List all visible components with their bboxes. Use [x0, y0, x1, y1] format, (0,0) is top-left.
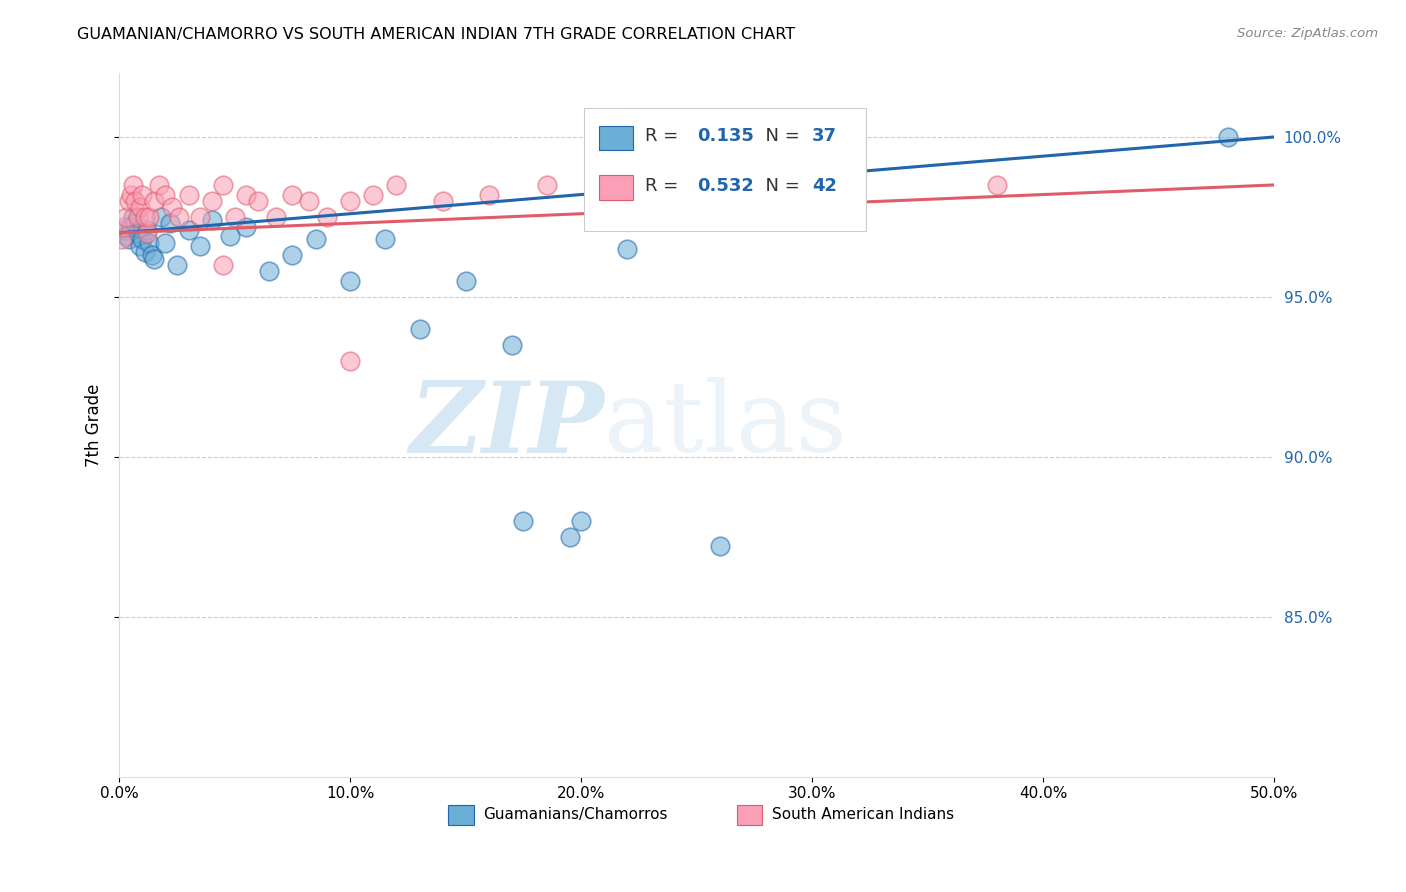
Point — [281, 248, 304, 262]
Point — [709, 540, 731, 554]
Point — [159, 216, 181, 230]
Point — [117, 194, 139, 208]
Text: N =: N = — [755, 177, 806, 194]
Text: 37: 37 — [813, 128, 837, 145]
Point — [136, 223, 159, 237]
Point — [212, 258, 235, 272]
Point — [155, 235, 177, 250]
Point — [408, 322, 430, 336]
Point — [339, 274, 361, 288]
Point — [142, 252, 165, 266]
Point — [558, 530, 581, 544]
Point — [339, 354, 361, 368]
Point — [385, 178, 408, 192]
Point — [155, 187, 177, 202]
Point — [1216, 130, 1239, 145]
Point — [298, 194, 321, 208]
FancyBboxPatch shape — [599, 175, 633, 200]
Point — [986, 178, 1008, 192]
Point — [136, 226, 159, 240]
Y-axis label: 7th Grade: 7th Grade — [86, 384, 103, 467]
Point — [188, 210, 211, 224]
Point — [117, 232, 139, 246]
Point — [122, 210, 145, 224]
Point — [259, 264, 281, 278]
Point — [662, 178, 685, 192]
Point — [374, 232, 396, 246]
Point — [339, 194, 361, 208]
Point — [142, 194, 165, 208]
Point — [134, 210, 156, 224]
Point — [201, 194, 224, 208]
Point — [110, 232, 132, 246]
Point — [149, 210, 172, 224]
FancyBboxPatch shape — [583, 108, 866, 231]
Point — [122, 178, 145, 192]
FancyBboxPatch shape — [737, 805, 762, 824]
Point — [316, 210, 339, 224]
Point — [124, 194, 146, 208]
Text: 42: 42 — [813, 177, 837, 194]
Point — [266, 210, 288, 224]
Text: R =: R = — [645, 128, 683, 145]
Text: Source: ZipAtlas.com: Source: ZipAtlas.com — [1237, 27, 1378, 40]
Point — [124, 216, 146, 230]
Point — [731, 187, 754, 202]
Point — [501, 338, 523, 352]
Point — [131, 232, 153, 246]
Point — [120, 187, 142, 202]
Point — [141, 248, 163, 262]
Point — [304, 232, 326, 246]
Point — [363, 187, 385, 202]
Point — [166, 258, 188, 272]
Point — [112, 223, 135, 237]
Point — [127, 210, 149, 224]
Text: Guamanians/Chamorros: Guamanians/Chamorros — [484, 807, 668, 822]
Point — [148, 178, 170, 192]
Point — [536, 178, 558, 192]
Point — [188, 238, 211, 252]
Point — [246, 194, 269, 208]
Point — [138, 210, 160, 224]
Point — [593, 187, 616, 202]
Text: R =: R = — [645, 177, 683, 194]
Point — [115, 210, 138, 224]
Text: N =: N = — [755, 128, 806, 145]
Point — [281, 187, 304, 202]
Point — [224, 210, 246, 224]
Point — [478, 187, 501, 202]
Point — [131, 187, 153, 202]
Point — [112, 219, 135, 234]
Point — [138, 235, 160, 250]
Text: atlas: atlas — [605, 377, 846, 473]
Point — [177, 187, 200, 202]
Point — [129, 238, 152, 252]
Point — [235, 187, 257, 202]
Point — [235, 219, 257, 234]
Point — [616, 242, 638, 256]
Text: ZIP: ZIP — [409, 376, 605, 473]
Point — [120, 219, 142, 234]
Text: 0.135: 0.135 — [696, 128, 754, 145]
Point — [115, 229, 138, 244]
Point — [219, 229, 242, 244]
FancyBboxPatch shape — [599, 126, 633, 151]
Point — [134, 245, 156, 260]
Point — [432, 194, 454, 208]
Point — [169, 210, 191, 224]
Point — [162, 200, 184, 214]
Point — [201, 213, 224, 227]
Point — [454, 274, 477, 288]
Point — [512, 514, 534, 528]
FancyBboxPatch shape — [449, 805, 474, 824]
Text: GUAMANIAN/CHAMORRO VS SOUTH AMERICAN INDIAN 7TH GRADE CORRELATION CHART: GUAMANIAN/CHAMORRO VS SOUTH AMERICAN IND… — [77, 27, 796, 42]
Point — [127, 226, 149, 240]
Point — [212, 178, 235, 192]
Text: South American Indians: South American Indians — [772, 807, 953, 822]
Point — [569, 514, 592, 528]
Text: 0.532: 0.532 — [696, 177, 754, 194]
Point — [824, 210, 846, 224]
Point — [129, 200, 152, 214]
Point — [177, 223, 200, 237]
